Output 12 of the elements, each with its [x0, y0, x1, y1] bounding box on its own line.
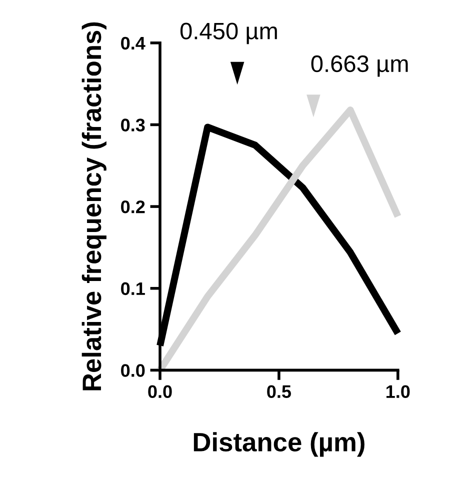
- x-axis-title: Distance (µm): [194, 432, 364, 457]
- y-tick-label: 0.4: [121, 36, 146, 50]
- y-tick-label: 0.2: [121, 200, 145, 214]
- x-tick-label: 0.0: [148, 385, 172, 398]
- x-tick-label: 0.5: [267, 385, 291, 398]
- y-tick-label: 0.1: [121, 282, 145, 296]
- x-tick-label: 1.0: [386, 385, 410, 398]
- annotation: 0.663 µm: [311, 55, 408, 77]
- y-axis-title: Relative frequency (fractions): [82, 22, 106, 390]
- y-tick-label: 0.3: [121, 118, 145, 132]
- annotation: 0.450 µm: [180, 22, 277, 44]
- y-tick-label: 0.0: [121, 364, 145, 377]
